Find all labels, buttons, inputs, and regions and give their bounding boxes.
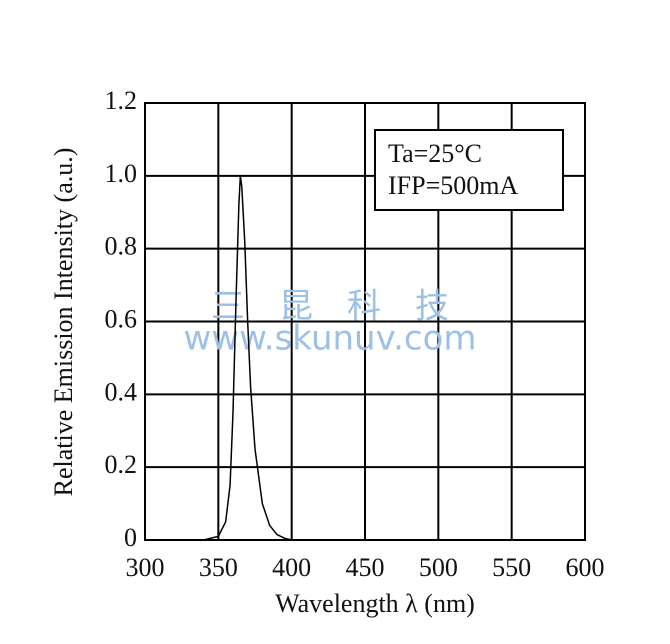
y-tick-label: 0.8 [105,232,138,261]
legend-box [374,129,564,211]
y-tick-label: 0 [124,523,137,552]
y-tick-label: 1.2 [105,86,138,115]
watermark: www.skunuv.com [183,319,476,359]
x-tick-label: 400 [272,553,311,582]
legend-text: IFP=500mA [388,171,518,200]
y-tick-label: 0.2 [105,450,138,479]
y-tick-label: 0.4 [105,377,138,406]
x-tick-label: 500 [419,553,458,582]
y-axis-label: Relative Emission Intensity (a.u.) [49,148,78,497]
legend-text: Ta=25°C [388,139,482,168]
emission-line [174,175,321,541]
x-tick-label: 550 [492,553,531,582]
y-tick-label: 0.6 [105,304,138,333]
x-tick-label: 350 [199,553,238,582]
x-axis-label: Wavelength λ (nm) [275,589,475,618]
x-tick-label: 600 [566,553,605,582]
watermark: 三 昆 科 技 [211,287,449,327]
x-tick-label: 300 [126,553,165,582]
x-tick-label: 450 [346,553,385,582]
y-tick-label: 1.0 [105,159,138,188]
plot-frame [144,102,586,541]
